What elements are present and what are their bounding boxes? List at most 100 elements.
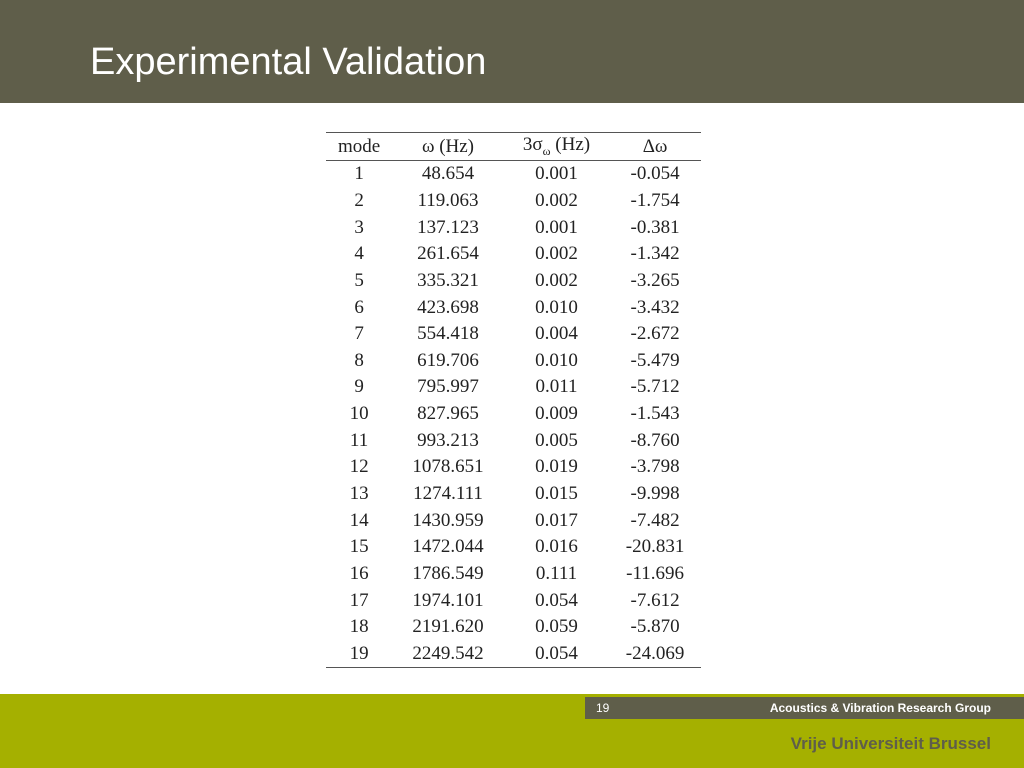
table-cell: -0.054 [630,163,680,185]
table-row: 6 423.698 0.010 -3.432 [326,294,701,321]
university-name: Vrije Universiteit Brussel [790,734,991,753]
table-cell: 19 [326,640,393,669]
table-cell: 16 [349,562,369,584]
footer-bar [585,697,1024,719]
table-cell: 619.706 [417,349,479,371]
table-row: 19 2249.542 0.054 -24.069 [326,640,701,669]
table-cell: 0.054 [503,640,610,669]
table-cell: 48.654 [421,163,475,185]
table-row: 15 1472.044 0.016 -20.831 [326,534,701,561]
table-cell: 7 [354,323,364,345]
table-cell: 9 [354,376,364,398]
table-cell: 18 [349,616,369,638]
table-cell: 0.015 [535,483,578,504]
table-cell: 14 [349,509,369,531]
table-cell: 6 [354,296,364,318]
table-body: 1 48.654 0.001 -0.054 2 119.063 0.002 -1.754 3 13… [326,161,701,669]
table-cell: -1.754 [630,189,680,211]
header-row: mode ω (Hz) 3σω (Hz) Δω [326,132,701,161]
table-row: 7 554.418 0.004 -2.672 [326,321,701,348]
table-row: 11 993.213 0.005 -8.760 [326,427,701,454]
table-cell: 137.123 [417,216,479,238]
table-row: 18 2191.620 0.059 -5.870 [326,614,701,641]
header-base: Δω [642,135,668,157]
table-cell: 554.418 [417,323,479,345]
table-cell: 0.001 [535,216,578,238]
table-row: 16 1786.549 0.111 -11.696 [326,561,701,588]
table-cell: 4 [354,243,364,265]
table-cell: 993.213 [417,429,479,451]
table-cell: -5.479 [630,349,680,371]
table-cell: 0.010 [535,296,578,318]
table-row: 12 1078.651 0.019 -3.798 [326,454,701,481]
header-unit: (Hz) [439,135,475,157]
table-cell: -1.342 [630,243,680,265]
table-row: 17 1974.101 0.054 -7.612 [326,587,701,614]
table-cell: 0.002 [535,243,578,265]
table-cell: 5 [354,269,364,291]
table-row: 4 261.654 0.002 -1.342 [326,241,701,268]
table-cell: 12 [349,456,369,478]
table-row: 3 137.123 0.001 -0.381 [326,214,701,241]
table-cell: 1974.101 [412,589,484,611]
header-unit: (Hz) [555,134,591,156]
header-base: 3σ [522,134,543,156]
slide-title: Experimental Validation [90,41,487,83]
table-cell: 0.059 [535,616,578,638]
table-cell: 423.698 [417,296,479,318]
column-header: 3σω (Hz) [503,132,610,161]
table-cell: 10 [349,403,369,425]
table-cell: 0.017 [535,509,578,531]
column-header: ω (Hz) [392,132,504,161]
group-name: Acoustics & Vibration Research Group [769,701,991,715]
table-cell: 795.997 [417,376,479,398]
table-cell: 13 [349,483,369,504]
table-cell: -1.543 [630,403,680,425]
table-cell: 2 [354,189,364,211]
table-cell: 3 [354,216,364,238]
header-sub: ω [542,143,551,158]
table-cell: 1430.959 [412,509,484,531]
table-cell: 1 [354,163,364,185]
table-cell: 11 [349,429,369,451]
table-cell: -7.612 [630,589,680,611]
table-cell: 15 [349,536,369,558]
table-cell: 0.111 [535,562,578,584]
table-cell: 0.002 [535,189,578,211]
table-cell: 0.004 [535,323,578,345]
table-cell: 1078.651 [412,456,484,478]
table-row: 10 827.965 0.009 -1.543 [326,401,701,428]
table-cell: 261.654 [417,243,479,265]
table-cell: 17 [349,589,369,611]
header-base: ω [421,135,435,157]
table-cell: 1472.044 [412,536,484,558]
page-number: 19 [596,701,610,715]
table-cell: -8.760 [630,429,680,451]
table-cell: 0.009 [535,403,578,425]
table-cell: 2191.620 [412,616,484,638]
table-cell: -5.870 [630,616,680,638]
table-row: 1 48.654 0.001 -0.054 [326,161,701,188]
table-row: 13 1274.111 0.015 -9.998 [326,481,701,508]
table-cell: -3.798 [630,456,680,478]
table-cell: 119.063 [417,189,479,211]
table-cell: 827.965 [417,403,479,425]
table-cell: 1786.549 [412,562,484,584]
table-cell: -5.712 [630,376,680,398]
table-cell: -7.482 [630,509,680,531]
table-row: 5 335.321 0.002 -3.265 [326,268,701,295]
table-cell: -9.998 [630,483,680,504]
table-row: 2 119.063 0.002 -1.754 [326,188,701,215]
table-cell: 8 [354,349,364,371]
table-cell: 0.011 [535,376,578,398]
table-cell: -2.672 [630,323,680,345]
table-cell: 0.054 [535,589,578,611]
table-cell: -24.069 [609,640,701,669]
results-table: mode ω (Hz) 3σω (Hz) Δω 1 48.654 0.001 -0.054 2… [326,132,701,669]
table-cell: 1274.111 [413,483,483,504]
table-cell: 0.002 [535,269,578,291]
table-row: 9 795.997 0.011 -5.712 [326,374,701,401]
table-cell: -0.381 [630,216,680,238]
header-band [0,0,1024,103]
